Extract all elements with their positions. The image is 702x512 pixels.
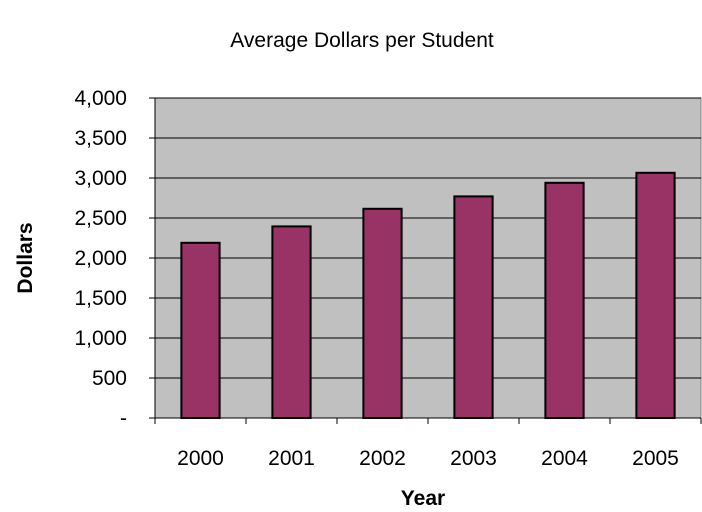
- bar-2001: [271, 225, 312, 419]
- y-axis: - 500 1,000 1,500 2,000 2,500 3,000 3,500 4,000: [74, 87, 156, 430]
- gridlines: [155, 97, 701, 379]
- y-tick-label: 3,000: [74, 167, 127, 190]
- x-tick-label: 2000: [177, 447, 224, 470]
- y-tick-label: 1,500: [74, 287, 127, 310]
- bar-2003: [453, 195, 494, 419]
- x-tick-label: 2003: [450, 447, 497, 470]
- x-axis: 2000 2001 2002 2003 2004 2005: [154, 417, 702, 470]
- y-tick-label: 1,000: [74, 327, 127, 350]
- x-tick-label: 2001: [268, 447, 315, 470]
- y-axis-title: Dollars: [14, 222, 37, 293]
- y-tick-label: -: [120, 407, 127, 430]
- bars: [180, 171, 676, 419]
- chart-title: Average Dollars per Student: [230, 29, 494, 52]
- x-tick-label: 2002: [359, 447, 406, 470]
- y-tick-label: 4,000: [74, 87, 127, 110]
- x-axis-title: Year: [401, 487, 445, 510]
- x-tick-label: 2005: [632, 447, 679, 470]
- bar-2004: [544, 181, 585, 419]
- bar-2000: [180, 241, 221, 419]
- y-tick-label: 2,000: [74, 247, 127, 270]
- y-tick-label: 2,500: [74, 207, 127, 230]
- x-tick-label: 2004: [541, 447, 588, 470]
- bar-2002: [362, 207, 403, 419]
- bar-2005: [635, 171, 676, 419]
- y-tick-label: 500: [92, 367, 127, 390]
- y-tick-label: 3,500: [74, 127, 127, 150]
